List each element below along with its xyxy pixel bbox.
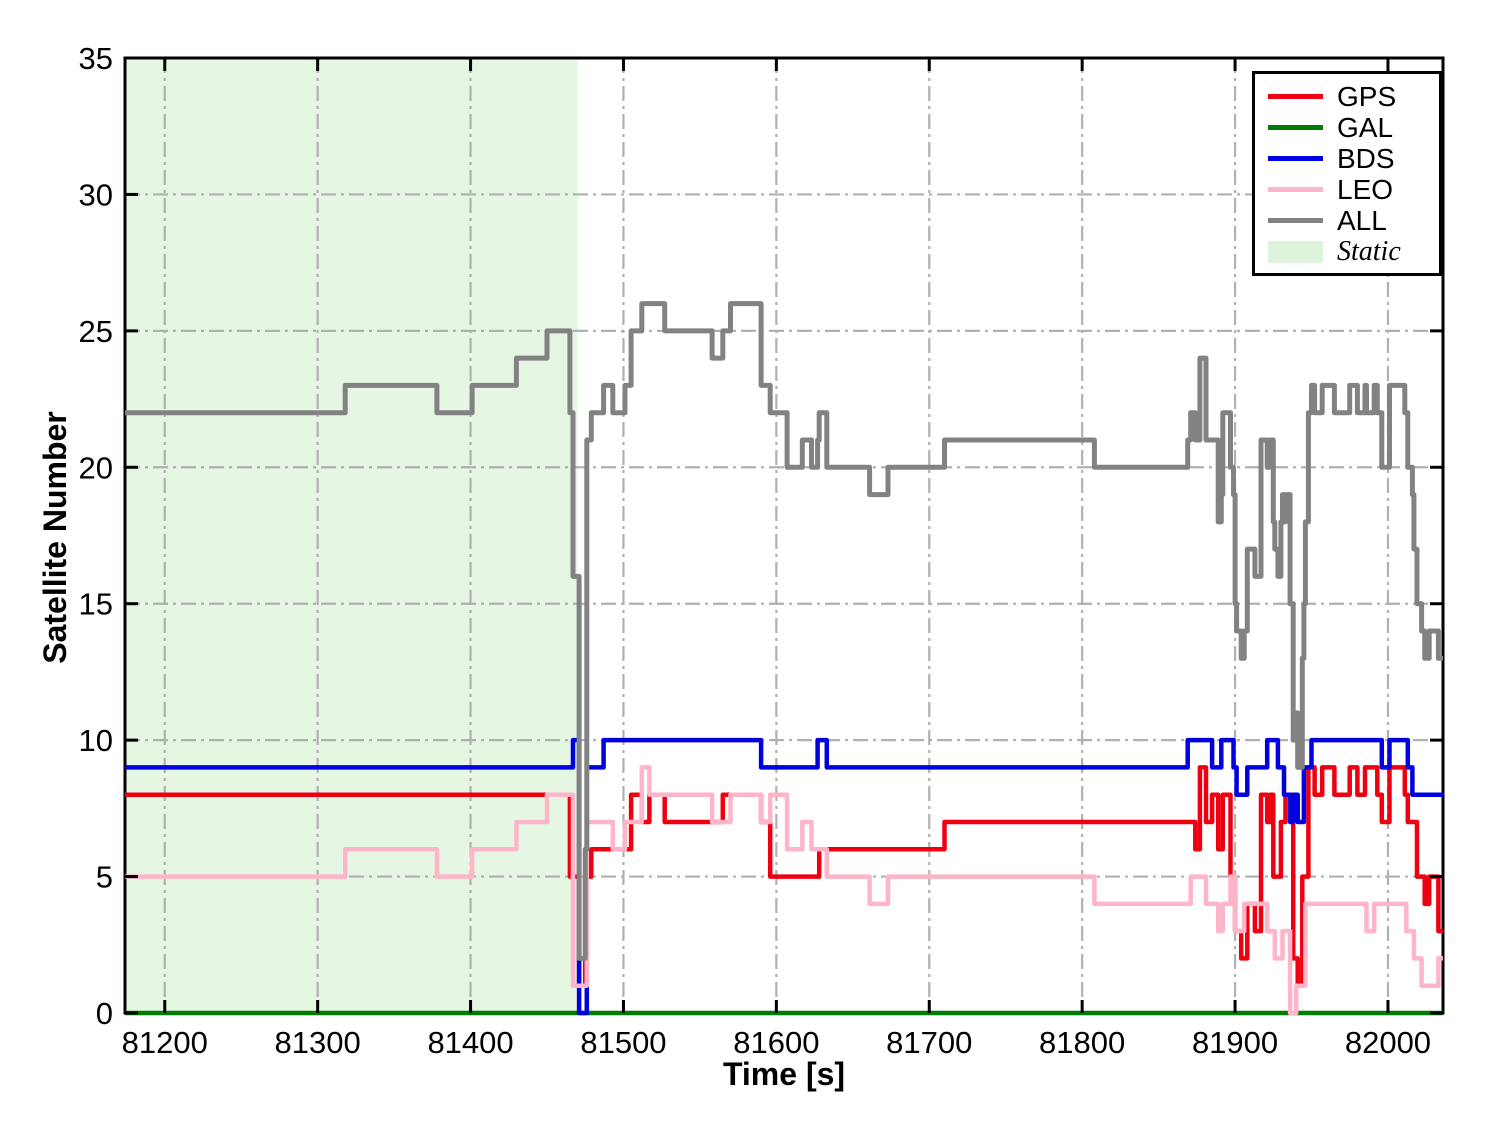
x-tick-label: 81300 bbox=[275, 1025, 361, 1060]
y-tick-label: 10 bbox=[79, 723, 113, 758]
x-tick-label: 81200 bbox=[122, 1025, 208, 1060]
legend-item-bds: BDS bbox=[1255, 143, 1439, 174]
x-tick-label: 81600 bbox=[733, 1025, 819, 1060]
y-tick-label: 15 bbox=[79, 587, 113, 622]
legend-label: GAL bbox=[1337, 111, 1394, 143]
series-GPS-line bbox=[125, 765, 1443, 988]
series-ALL-line bbox=[125, 301, 1443, 961]
legend-label: GPS bbox=[1337, 80, 1397, 112]
legend-item-gps: GPS bbox=[1255, 81, 1439, 112]
y-axis-label: Satellite Number bbox=[37, 411, 73, 664]
legend-item-gal: GAL bbox=[1255, 112, 1439, 143]
y-tick-label: 30 bbox=[79, 177, 113, 212]
y-tick-label: 5 bbox=[96, 860, 113, 895]
x-tick-label: 81700 bbox=[886, 1025, 972, 1060]
x-tick-label: 81400 bbox=[427, 1025, 513, 1060]
legend-patch-swatch bbox=[1268, 240, 1323, 263]
x-axis-label: Time [s] bbox=[722, 1056, 846, 1092]
y-tick-label: 35 bbox=[79, 41, 113, 76]
y-tick-label: 25 bbox=[79, 314, 113, 349]
legend-label: LEO bbox=[1337, 173, 1394, 205]
legend-line-swatch bbox=[1268, 218, 1323, 223]
legend-item-leo: LEO bbox=[1255, 174, 1439, 205]
y-tick-label: 0 bbox=[96, 996, 113, 1031]
x-tick-label: 81800 bbox=[1039, 1025, 1125, 1060]
x-tick-label: 81900 bbox=[1192, 1025, 1278, 1060]
legend-item-all: ALL bbox=[1255, 205, 1439, 236]
legend: GPS GAL BDS LEO ALL Static bbox=[1252, 71, 1442, 276]
series-BDS-line bbox=[125, 737, 1443, 1016]
legend-label: Static bbox=[1337, 235, 1401, 267]
legend-line-swatch bbox=[1268, 125, 1323, 130]
legend-label: BDS bbox=[1337, 142, 1395, 174]
y-tick-label: 20 bbox=[79, 450, 113, 485]
legend-line-swatch bbox=[1268, 156, 1323, 161]
legend-line-swatch bbox=[1268, 94, 1323, 99]
legend-label: ALL bbox=[1337, 204, 1387, 236]
legend-item-static: Static bbox=[1255, 236, 1439, 267]
x-tick-label: 82000 bbox=[1345, 1025, 1431, 1060]
legend-line-swatch bbox=[1268, 187, 1323, 192]
x-tick-label: 81500 bbox=[580, 1025, 666, 1060]
static-region bbox=[125, 58, 578, 1013]
